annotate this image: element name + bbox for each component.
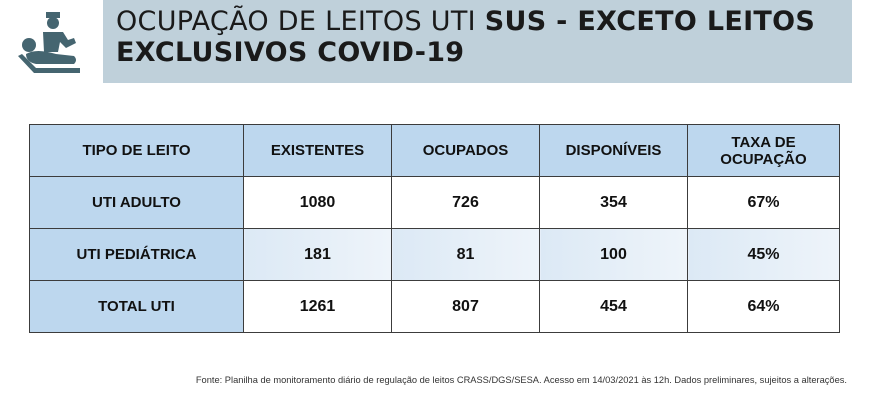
column-header: TAXA DE OCUPAÇÃO (687, 124, 840, 177)
column-header: OCUPADOS (391, 124, 540, 177)
table-row: TOTAL UTI 1261 807 454 64% (29, 280, 840, 333)
table-row: UTI ADULTO 1080 726 354 67% (29, 176, 840, 229)
row-label: UTI PEDIÁTRICA (29, 228, 244, 281)
cell: 181 (243, 228, 392, 281)
cell: 81 (391, 228, 540, 281)
cell: 1261 (243, 280, 392, 333)
doctor-patient-bed-icon (18, 12, 80, 73)
cell: 45% (687, 228, 840, 281)
cell: 1080 (243, 176, 392, 229)
cell: 100 (539, 228, 688, 281)
cell: 807 (391, 280, 540, 333)
cell: 726 (391, 176, 540, 229)
column-header: DISPONÍVEIS (539, 124, 688, 177)
title-banner: OCUPAÇÃO DE LEITOS UTI SUS - EXCETO LEIT… (103, 0, 852, 83)
page-title: OCUPAÇÃO DE LEITOS UTI SUS - EXCETO LEIT… (116, 6, 816, 68)
column-header: TIPO DE LEITO (29, 124, 244, 177)
table-row: UTI PEDIÁTRICA 181 81 100 45% (29, 228, 840, 281)
source-footnote: Fonte: Planilha de monitoramento diário … (195, 375, 847, 385)
cell: 67% (687, 176, 840, 229)
cell: 454 (539, 280, 688, 333)
cell: 64% (687, 280, 840, 333)
row-label: TOTAL UTI (29, 280, 244, 333)
column-header: EXISTENTES (243, 124, 392, 177)
row-label: UTI ADULTO (29, 176, 244, 229)
beds-table: TIPO DE LEITO EXISTENTES OCUPADOS DISPON… (29, 124, 840, 333)
cell: 354 (539, 176, 688, 229)
table-header-row: TIPO DE LEITO EXISTENTES OCUPADOS DISPON… (29, 124, 840, 177)
